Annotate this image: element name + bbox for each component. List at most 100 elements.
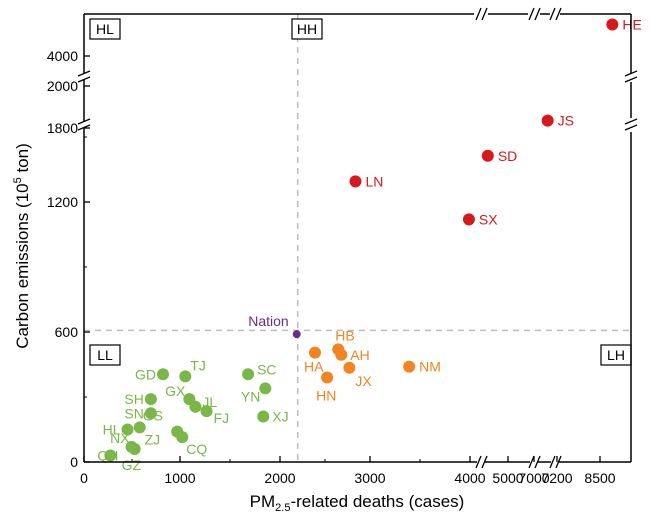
x-break-gap-2-0 — [551, 455, 559, 469]
point-label-ln: LN — [365, 173, 383, 189]
point-label-sx: SX — [479, 211, 498, 227]
point-label-nation: Nation — [248, 313, 288, 329]
x-break-a-2-1 — [549, 7, 556, 21]
point-gz — [128, 443, 141, 455]
point-ln — [349, 175, 362, 188]
point-sc — [242, 368, 255, 381]
x-tick-label-7000-6: 7000 — [518, 470, 549, 486]
point-sd — [481, 149, 494, 162]
y-break-b-1-1 — [624, 124, 638, 131]
point-cq — [176, 431, 189, 444]
x-break-gap-2-1 — [551, 7, 559, 21]
point-label-gs: GS — [143, 407, 163, 423]
point-label-he: HE — [622, 17, 641, 33]
point-ha — [308, 346, 321, 359]
x-tick-label-4000-4: 4000 — [454, 470, 485, 486]
point-qh — [104, 449, 117, 462]
x-tick-label-1000-1: 1000 — [164, 470, 195, 486]
x-break-b-2-1 — [555, 7, 562, 21]
x-tick-label-5000-5: 5000 — [492, 470, 523, 486]
point-label-sn: SN — [124, 405, 143, 421]
y-break-gap-1-1 — [624, 122, 638, 128]
y-axis-title: Carbon emissions (105 ton) — [12, 143, 32, 349]
x-tick-label-7200-7: 7200 — [541, 470, 572, 486]
x-break-a-0-0 — [475, 455, 482, 469]
point-hl — [121, 423, 134, 436]
quadrant-label-hh: HH — [291, 18, 323, 40]
y-tick-label-0: 0 — [70, 454, 78, 470]
point-label-hl: HL — [103, 422, 121, 438]
svg-text:HH: HH — [297, 21, 317, 37]
point-label-fj: FJ — [214, 410, 230, 426]
y-break-gap-1-0 — [77, 122, 91, 128]
point-label-jx: JX — [355, 373, 372, 389]
x-break-a-2-0 — [549, 455, 556, 469]
point-jx — [343, 361, 356, 374]
x-axis-title: PM2.5-related deaths (cases) — [250, 492, 465, 514]
point-label-nx: NX — [110, 430, 130, 446]
x-tick-label-0-0: 0 — [80, 470, 88, 486]
y-tick-label-600: 600 — [55, 324, 79, 340]
plot-layer: HL HH LL LH HE JS SD LN SX HB AH HA JX HN NM GD TJ SC GX SH… — [84, 14, 642, 473]
x-break-gap-1-1 — [530, 7, 538, 21]
point-jl — [189, 400, 202, 413]
point-label-hn: HN — [316, 388, 336, 404]
x-break-gap-0-0 — [477, 455, 485, 469]
point-js — [541, 114, 554, 127]
point-label-gz: GZ — [122, 457, 142, 473]
point-xj — [257, 410, 270, 423]
x-break-a-0-1 — [475, 7, 482, 21]
point-label-gx: GX — [165, 383, 186, 399]
y-break-b-0-0 — [77, 76, 91, 83]
svg-text:LL: LL — [97, 347, 113, 363]
y-tick-label-1200: 1200 — [47, 194, 78, 210]
x-break-b-1-1 — [534, 7, 541, 21]
point-label-gd: GD — [135, 366, 156, 382]
point-label-ah: AH — [350, 347, 369, 363]
y-break-gap-0-1 — [624, 74, 638, 80]
x-break-b-0-1 — [481, 7, 488, 21]
point-sx — [462, 213, 475, 226]
point-ah — [335, 348, 348, 361]
point-label-sc: SC — [257, 361, 276, 377]
point-label-sh: SH — [124, 391, 143, 407]
point-label-xj: XJ — [272, 409, 288, 425]
point-nation — [292, 330, 301, 339]
point-nm — [403, 360, 416, 373]
x-break-b-2-0 — [555, 455, 562, 469]
y-break-a-0-1 — [624, 70, 638, 77]
point-sn — [144, 407, 157, 420]
point-label-cq: CQ — [186, 441, 207, 457]
svg-text:LH: LH — [607, 347, 625, 363]
y-tick-label-2000: 2000 — [47, 78, 78, 94]
point-sh — [144, 393, 157, 406]
x-break-b-1-0 — [534, 455, 541, 469]
x-break-b-0-0 — [481, 455, 488, 469]
x-break-a-1-1 — [528, 7, 535, 21]
y-break-a-0-0 — [77, 70, 91, 77]
quadrant-label-ll: LL — [89, 344, 121, 366]
y-break-a-1-0 — [77, 118, 91, 125]
point-tj — [179, 370, 192, 383]
quadrant-label-lh: LH — [600, 344, 632, 366]
quadrant-label-hl: HL — [89, 18, 121, 40]
point-label-tj: TJ — [190, 357, 206, 373]
point-label-qh: QH — [97, 448, 118, 464]
y-tick-label-1800: 1800 — [47, 120, 78, 136]
point-label-yn: YN — [241, 388, 260, 404]
point-hn — [321, 371, 334, 384]
point-label-hb: HB — [335, 327, 354, 343]
point-yn — [259, 382, 272, 395]
point-label-nm: NM — [419, 359, 441, 375]
y-tick-label-4000: 4000 — [47, 48, 78, 64]
point-label-zj: ZJ — [145, 432, 161, 448]
y-break-a-1-1 — [624, 118, 638, 125]
y-break-gap-0-0 — [77, 74, 91, 80]
x-tick-label-2000-2: 2000 — [264, 470, 295, 486]
x-break-a-1-0 — [528, 455, 535, 469]
y-break-b-0-1 — [624, 76, 638, 83]
x-break-gap-0-1 — [477, 7, 485, 21]
point-fj — [200, 405, 213, 418]
x-tick-label-3000-3: 3000 — [354, 470, 385, 486]
